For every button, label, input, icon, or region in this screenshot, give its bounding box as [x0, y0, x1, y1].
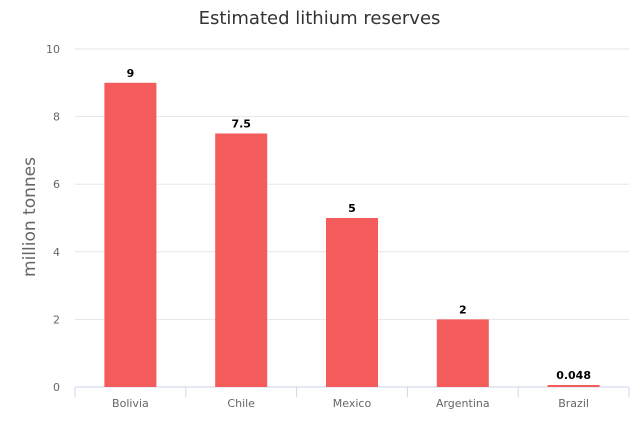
y-tick-label: 6	[53, 178, 60, 191]
x-tick-label: Brazil	[558, 397, 589, 410]
data-label: 9	[127, 67, 135, 80]
x-tick-label: Chile	[227, 397, 255, 410]
bar	[104, 82, 157, 388]
bar	[326, 218, 378, 387]
data-label: 2	[459, 303, 467, 316]
y-tick-label: 4	[53, 246, 60, 259]
data-label: 5	[348, 202, 356, 215]
x-tick-label: Bolivia	[112, 397, 149, 410]
data-label: 0.048	[556, 369, 591, 382]
bar	[215, 133, 268, 387]
y-tick-label: 10	[46, 43, 60, 56]
bar	[436, 319, 489, 387]
data-label: 7.5	[231, 118, 251, 131]
x-tick-label: Argentina	[436, 397, 490, 410]
x-tick-label: Mexico	[333, 397, 372, 410]
bar	[547, 385, 600, 387]
y-tick-label: 8	[53, 111, 60, 124]
y-tick-label: 2	[53, 313, 60, 326]
chart-title: Estimated lithium reserves	[198, 8, 441, 29]
y-tick-label: 0	[53, 381, 60, 394]
